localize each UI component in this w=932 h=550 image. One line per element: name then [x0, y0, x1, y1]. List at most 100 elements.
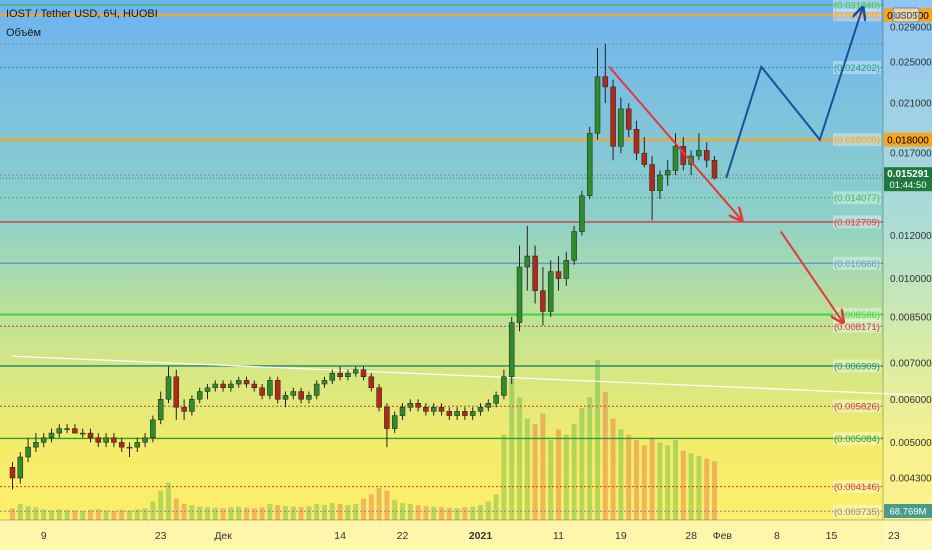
volume-bar — [10, 508, 15, 520]
volume-bar — [111, 510, 117, 520]
level-label-bg — [833, 504, 881, 518]
volume-bar — [220, 508, 226, 520]
candle-body — [111, 437, 117, 443]
volume-bar — [712, 461, 717, 520]
volume-bar — [384, 490, 390, 520]
level-label-bg — [833, 431, 881, 445]
price-tick: 0.021000 — [890, 99, 932, 110]
time-tick: 11 — [553, 530, 564, 542]
candle-body — [79, 432, 86, 435]
volume-bar — [298, 507, 304, 520]
level-label: (0.010666) — [834, 259, 880, 270]
volume-bar — [41, 509, 47, 520]
volume-bar — [290, 506, 296, 520]
candle-body — [298, 391, 304, 400]
level-label-bg — [833, 399, 881, 413]
price-tick: 0.029000 — [890, 22, 932, 33]
candle-body — [641, 152, 648, 165]
volume-bar — [696, 456, 702, 520]
currency-button[interactable]: USDT — [894, 11, 919, 21]
candle-body — [142, 437, 148, 443]
time-tick: 23 — [155, 530, 167, 542]
volume-bar — [478, 505, 483, 520]
volume-bar — [173, 498, 179, 520]
volume-bar — [361, 498, 366, 520]
time-tick: 15 — [826, 530, 838, 542]
candle-body — [618, 108, 624, 147]
candle-body — [243, 380, 250, 385]
volume-bar — [25, 506, 31, 520]
candle-body — [485, 402, 492, 408]
candle-body — [391, 415, 398, 429]
candle-body — [352, 369, 359, 374]
candle-body — [571, 231, 577, 261]
volume-bar — [470, 506, 476, 520]
volume-bar — [532, 424, 538, 520]
price-tick: 0.012000 — [890, 231, 932, 242]
candle-body — [212, 383, 219, 388]
candle-body — [384, 407, 390, 429]
candle-body — [633, 129, 640, 154]
candle-body — [95, 437, 102, 443]
time-tick: 9 — [41, 530, 47, 542]
candle-body — [118, 442, 125, 448]
time-axis: 9 23 Дек 14 22 2021 11 19 28 Фев 8 15 23 — [41, 530, 900, 542]
volume-bar — [571, 424, 577, 520]
volume-bar — [49, 510, 54, 520]
level-label-bg — [833, 215, 881, 229]
volume-bar — [540, 413, 546, 520]
volume-bar — [353, 504, 359, 520]
price-scale-panel — [883, 0, 932, 550]
candle-body — [196, 391, 203, 400]
candle-body — [321, 380, 328, 385]
candle-body — [462, 411, 468, 416]
candle-body — [134, 442, 141, 448]
volume-bar — [407, 504, 413, 520]
chart-title: IOST / Tether USD, 6Ч, HUOBI — [6, 8, 158, 20]
candle-body — [306, 395, 312, 400]
volume-bar — [33, 507, 39, 520]
candle-body — [711, 159, 718, 179]
volume-bar — [688, 453, 694, 520]
volume-bar — [56, 509, 62, 520]
candle-body — [56, 428, 63, 434]
time-tick: Фев — [713, 530, 733, 542]
time-tick: 2021 — [469, 530, 493, 542]
volume-bar — [142, 508, 148, 520]
candle-body — [345, 372, 351, 378]
candle-body — [368, 376, 375, 388]
volume-bar — [72, 510, 78, 520]
volume-bar — [314, 504, 320, 520]
time-tick: 14 — [334, 530, 346, 542]
candle-body — [282, 395, 289, 400]
candle-body — [532, 255, 538, 291]
volume-bar — [446, 507, 452, 520]
volume-bar — [415, 505, 421, 520]
volume-bar — [337, 504, 343, 520]
time-tick: Дек — [214, 530, 232, 542]
current-price-value: 0.015291 — [887, 169, 929, 180]
candle-body — [337, 372, 343, 378]
volume-bar — [322, 505, 327, 520]
candle-body — [625, 108, 632, 130]
volume-bar — [485, 501, 491, 520]
volume-bar — [275, 505, 281, 520]
time-tick: 22 — [397, 530, 409, 542]
candle-body — [563, 260, 570, 279]
red-arrow — [779, 230, 843, 323]
candle-body — [25, 446, 31, 458]
candle-body — [469, 411, 476, 416]
volume-bar — [392, 499, 398, 520]
level-label-bg — [833, 191, 881, 205]
price-tick: 0.005000 — [890, 438, 932, 449]
volume-bar — [228, 507, 234, 520]
candle-body — [17, 456, 24, 479]
volume-bar — [166, 482, 171, 520]
red-arrow — [608, 66, 742, 220]
candle-body — [33, 442, 39, 448]
candle-body — [157, 399, 164, 421]
volume-bar — [244, 507, 249, 520]
candle-body — [524, 255, 531, 268]
volume-bar — [64, 509, 70, 520]
volume-bar — [345, 505, 351, 520]
